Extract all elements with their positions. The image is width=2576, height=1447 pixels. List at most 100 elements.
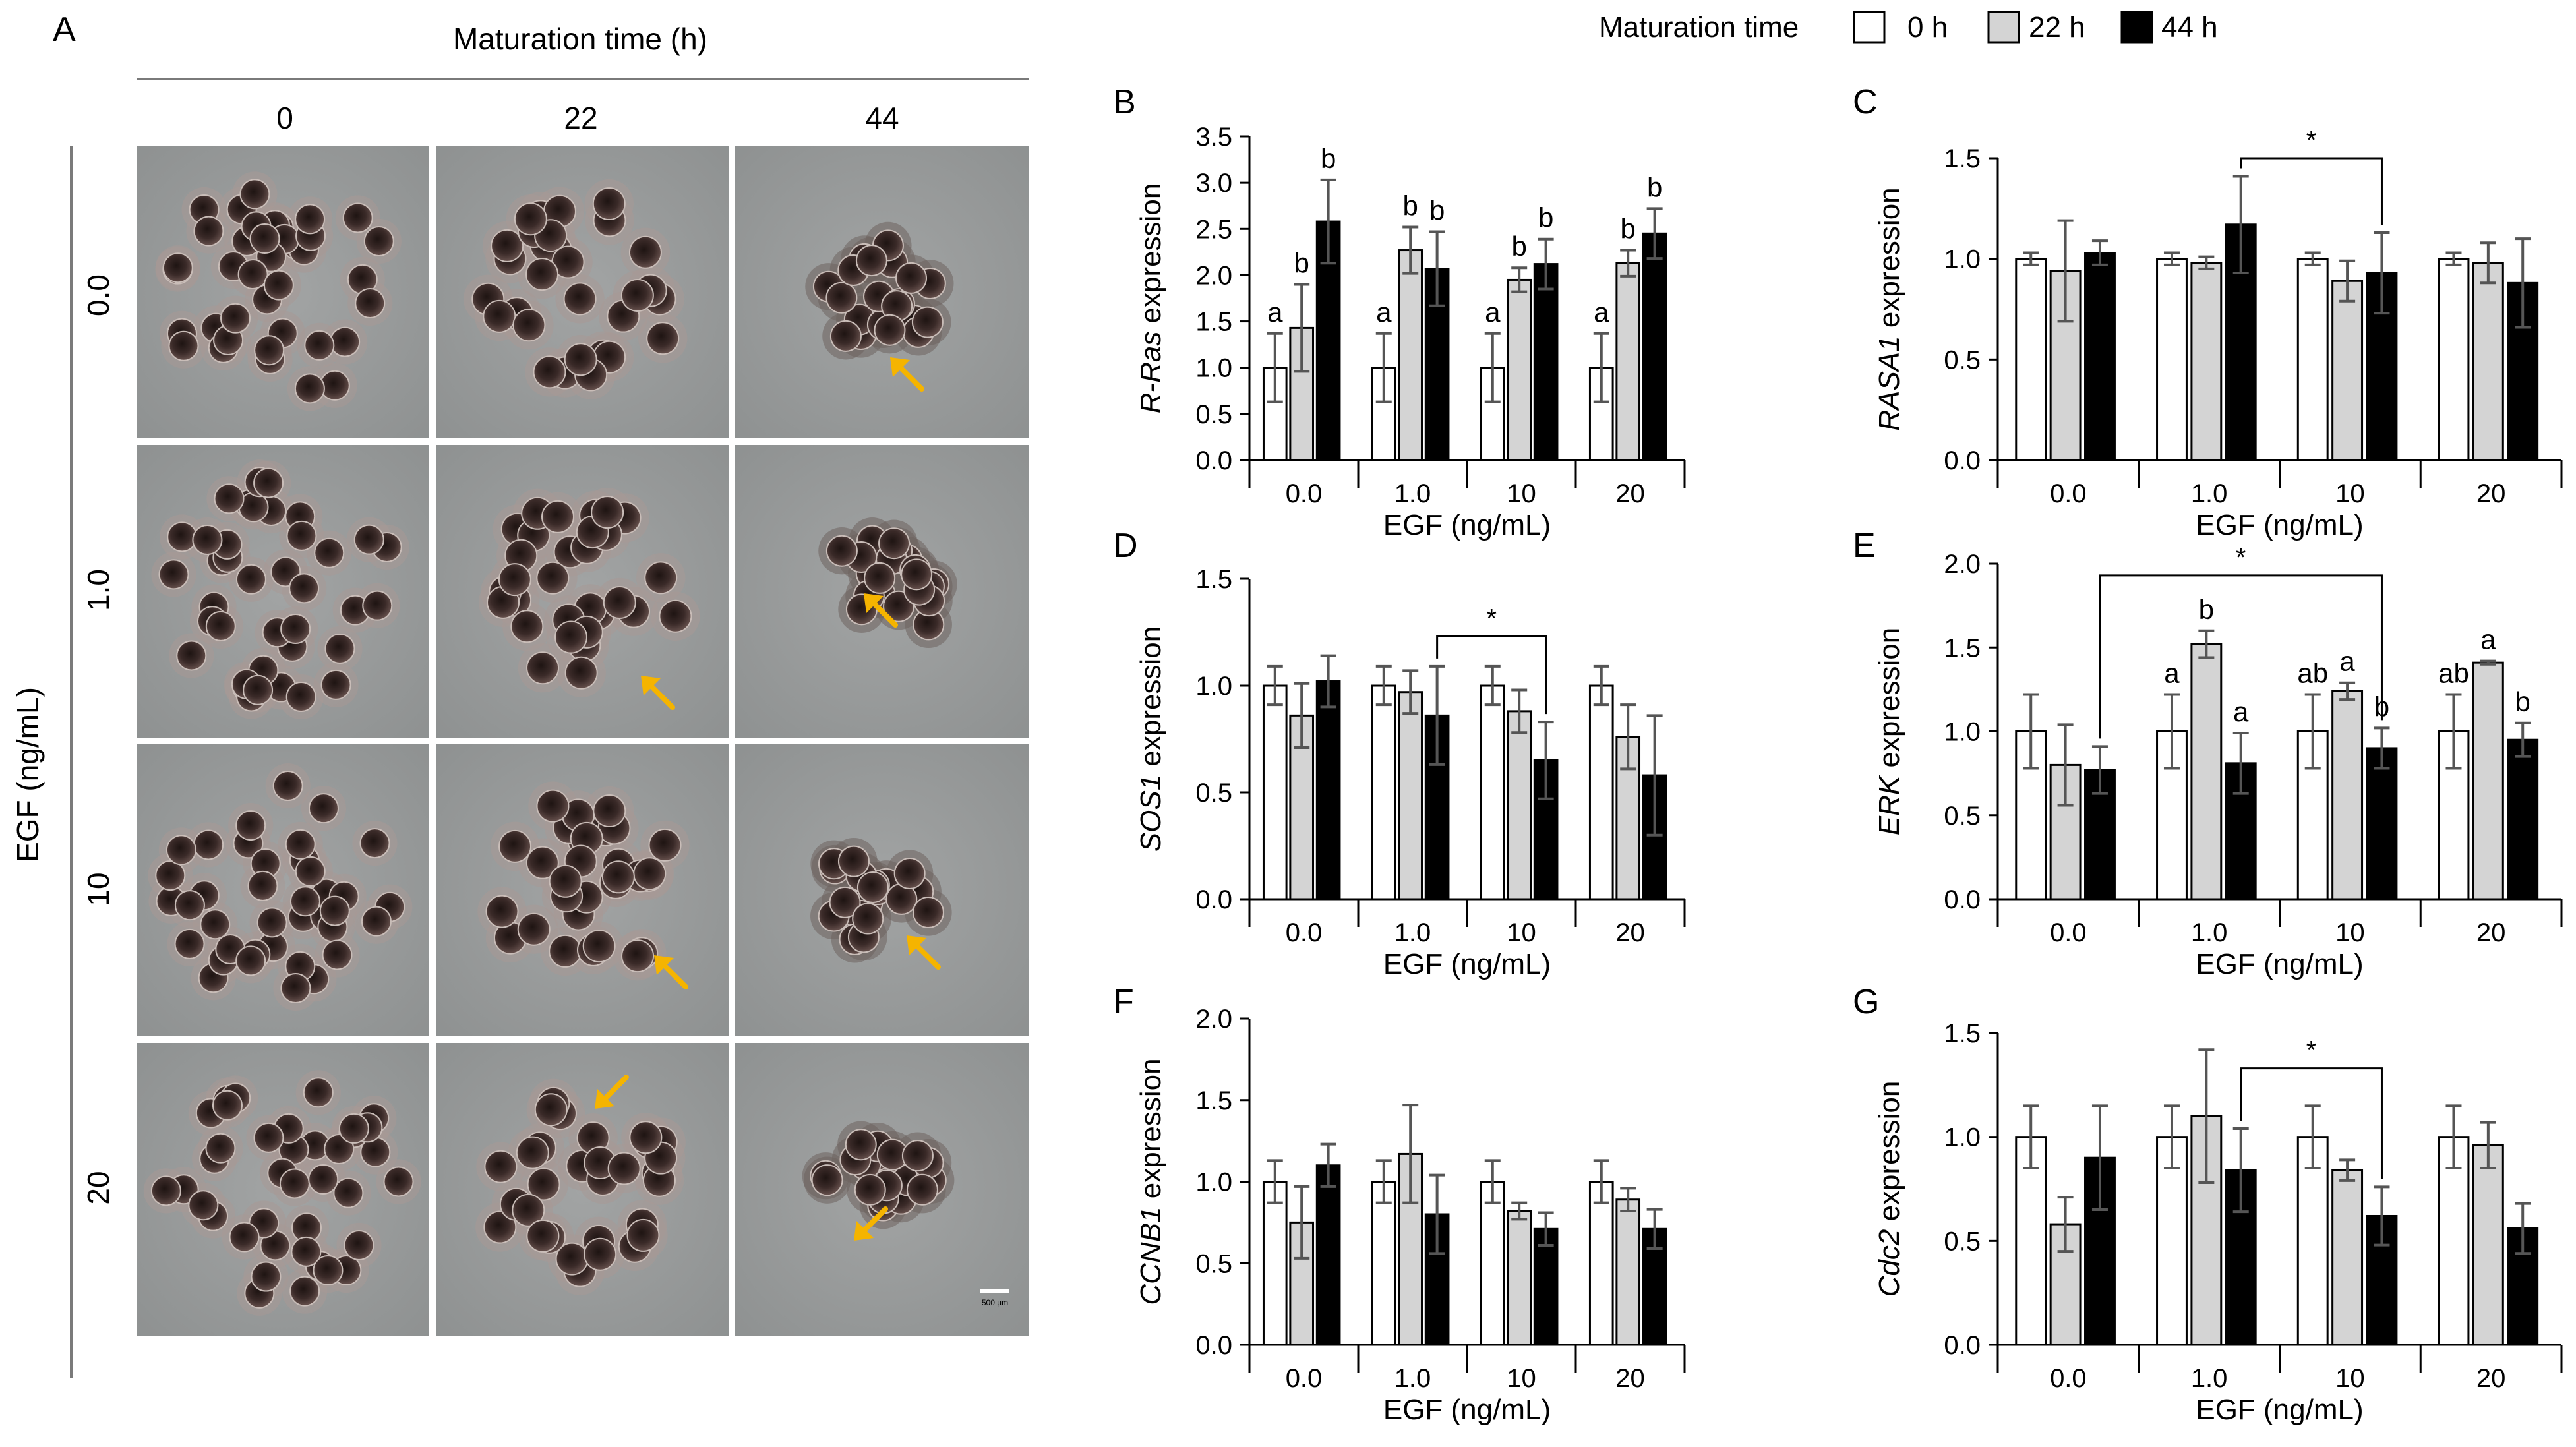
oocyte xyxy=(174,928,205,959)
oocyte xyxy=(272,771,303,802)
oocyte xyxy=(249,223,280,254)
oocyte xyxy=(205,1133,236,1164)
micrograph-egf10-t44h xyxy=(735,744,1029,1036)
oocyte xyxy=(620,278,654,312)
x-tick-label: 0.0 xyxy=(2050,479,2087,508)
x-tick-label: 10 xyxy=(2335,918,2365,947)
y-tick-label: 1.5 xyxy=(1944,144,1981,173)
oocyte xyxy=(361,906,392,937)
micrograph-egf1.0-t22h xyxy=(436,445,729,738)
x-tick-label: 1.0 xyxy=(2191,918,2228,947)
significance-letter: a xyxy=(2164,658,2180,689)
oocyte xyxy=(237,259,268,290)
oocyte xyxy=(280,613,311,644)
bar-0h-20 xyxy=(2438,258,2470,461)
row-label-egf-2: 10 xyxy=(81,872,115,906)
oocyte xyxy=(525,846,559,879)
x-tick-label: 0.0 xyxy=(2050,918,2087,947)
y-axis-label: Cdc2 expression xyxy=(1873,1081,1905,1297)
y-tick-label: 0.5 xyxy=(1944,345,1981,374)
oocyte xyxy=(313,1255,344,1286)
oocyte xyxy=(498,829,532,863)
significance-letter: b xyxy=(2199,594,2214,625)
panel-letter: F xyxy=(1113,983,1134,1021)
bar-44h-10 xyxy=(1533,263,1559,461)
significance-letter: a xyxy=(1594,297,1609,328)
y-axis-label-gene: Cdc2 xyxy=(1873,1229,1905,1297)
bar-22h-10 xyxy=(2331,1169,2364,1346)
oocyte xyxy=(878,527,911,560)
oocyte xyxy=(235,810,266,841)
oocyte xyxy=(845,1129,877,1161)
y-tick-label: 3.5 xyxy=(1195,123,1232,152)
x-tick-label: 20 xyxy=(1615,918,1645,947)
yellow-arrow-icon xyxy=(854,1206,888,1241)
significance-letter: a xyxy=(2480,624,2496,655)
y-axis-label-gene: SOS1 xyxy=(1135,775,1167,852)
chart-B: B 0.0 0.5 1.0 1.5 2.0 2.5 3.0 3.5 0.0 1.0 10 20 EGF (… xyxy=(1113,83,1686,541)
oocyte xyxy=(644,561,678,595)
micrograph-egf20-t0h xyxy=(137,1043,429,1336)
oocyte xyxy=(214,483,245,514)
oocyte xyxy=(893,858,926,890)
oocyte xyxy=(603,585,636,619)
y-tick-label: 0.5 xyxy=(1195,779,1232,808)
y-tick-label: 0.5 xyxy=(1944,1227,1981,1256)
x-tick-label: 10 xyxy=(1507,1364,1536,1393)
oocyte xyxy=(165,835,196,866)
panel-a-column-header: Maturation time (h) xyxy=(453,22,707,56)
oocyte xyxy=(155,860,186,891)
oocyte xyxy=(251,1261,282,1292)
y-tick-label: 3.0 xyxy=(1195,169,1232,198)
oocyte xyxy=(253,1122,284,1153)
oocyte xyxy=(541,500,575,533)
oocyte xyxy=(192,525,223,556)
y-axis-label-gene: CCNB1 xyxy=(1135,1206,1167,1305)
oocyte xyxy=(333,1177,364,1208)
oocyte xyxy=(308,793,339,824)
oocyte xyxy=(592,187,626,221)
bar-22h-20 xyxy=(2472,1144,2504,1346)
oocyte xyxy=(254,335,285,366)
oocyte xyxy=(526,1219,560,1253)
oocyte xyxy=(554,620,587,654)
oocyte xyxy=(829,320,862,352)
significance-letter: b xyxy=(1647,171,1662,202)
significance-letter: a xyxy=(2339,646,2355,677)
bar-44h-10 xyxy=(1533,759,1559,901)
micrograph-egf10-t22h xyxy=(436,744,729,1036)
x-tick-label: 1.0 xyxy=(1394,1364,1431,1393)
bar-22h-10 xyxy=(2331,690,2364,901)
oocyte xyxy=(483,299,516,333)
significance-letter: b xyxy=(1429,194,1445,225)
micrograph-egf1.0-t44h xyxy=(735,445,1029,738)
oocyte xyxy=(659,599,692,633)
column-label-22h: 22 xyxy=(564,101,597,135)
y-tick-label: 1.5 xyxy=(1944,634,1981,663)
oocyte xyxy=(193,216,224,247)
bar-44h-20 xyxy=(1642,232,1667,461)
panel-letter: G xyxy=(1853,983,1879,1021)
y-axis-label: R-Ras expression xyxy=(1135,183,1167,414)
chart-D: D 0.0 0.5 1.0 1.5 0.0 1.0 10 20 EGF (ng/mL) SOS1 e… xyxy=(1113,527,1686,980)
bar-0h-10 xyxy=(2296,258,2329,461)
significance-letter: a xyxy=(2233,696,2249,727)
oocyte xyxy=(864,562,896,594)
y-axis-label-gene: ERK xyxy=(1873,775,1905,835)
x-axis-label: EGF (ng/mL) xyxy=(2196,509,2363,541)
x-tick-label: 20 xyxy=(2476,1364,2506,1393)
oocyte xyxy=(235,945,266,976)
oocyte xyxy=(829,886,861,918)
bar-44h-10 xyxy=(1533,1227,1559,1346)
yellow-arrow-icon xyxy=(907,935,941,970)
oocyte xyxy=(854,1173,886,1206)
bar-0h-20 xyxy=(1588,684,1614,901)
oocyte xyxy=(355,287,386,318)
significance-bracket xyxy=(2099,574,2383,739)
oocyte xyxy=(279,1168,310,1199)
x-axis-label: EGF (ng/mL) xyxy=(1383,509,1551,541)
oocyte xyxy=(253,467,284,498)
y-tick-label: 0.0 xyxy=(1944,885,1981,914)
y-tick-label: 0.0 xyxy=(1195,1331,1232,1360)
y-tick-label: 0.0 xyxy=(1944,446,1981,475)
